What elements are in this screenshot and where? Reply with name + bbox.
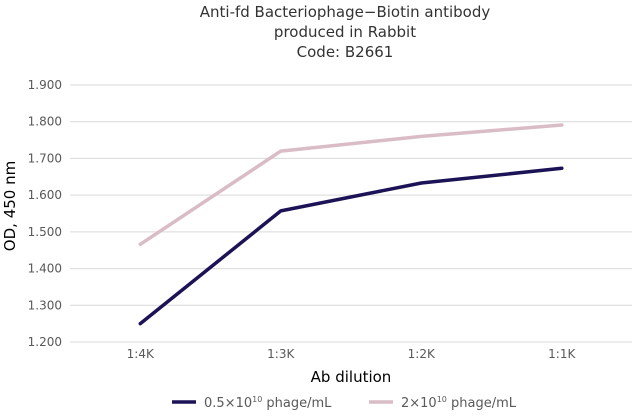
y-axis-ticks: 1.200 1.300 1.400 1.500 1.600 1.700 1.800 1.900 (28, 78, 62, 349)
y-tick-label: 1.800 (28, 115, 62, 129)
y-tick-label: 1.700 (28, 151, 62, 165)
chart-title-line-1: Anti-fd Bacteriophage−Biotin antibody (200, 3, 491, 21)
series-line-2 (138, 123, 564, 247)
legend: 0.5×1010 phage/mL 2×1010 phage/mL (172, 395, 517, 411)
y-tick-label: 1.400 (28, 262, 62, 276)
gridlines (70, 84, 632, 343)
y-tick-label: 1.900 (28, 78, 62, 92)
y-tick-label: 1.600 (28, 188, 62, 202)
y-tick-label: 1.200 (28, 335, 62, 349)
chart-title: Anti-fd Bacteriophage−Biotin antibody pr… (200, 3, 491, 61)
legend-label: 2×1010 phage/mL (401, 395, 517, 411)
x-tick-label: 1:4K (127, 347, 155, 361)
y-tick-label: 1.500 (28, 225, 62, 239)
x-tick-label: 1:1K (548, 347, 576, 361)
legend-item-2: 2×1010 phage/mL (369, 395, 517, 411)
x-tick-label: 1:2K (408, 347, 436, 361)
y-tick-label: 1.300 (28, 298, 62, 312)
series-lines (138, 123, 564, 326)
x-axis-label: Ab dilution (311, 368, 392, 386)
chart-title-line-2: produced in Rabbit (274, 23, 416, 41)
legend-item-1: 0.5×1010 phage/mL (172, 395, 332, 411)
legend-label: 0.5×1010 phage/mL (204, 395, 332, 411)
x-axis-ticks: 1:4K 1:3K 1:2K 1:1K (127, 347, 577, 361)
y-axis-label: OD, 450 nm (1, 161, 19, 251)
x-tick-label: 1:3K (267, 347, 295, 361)
chart-title-line-3: Code: B2661 (297, 43, 394, 61)
series-line-1 (138, 166, 564, 326)
